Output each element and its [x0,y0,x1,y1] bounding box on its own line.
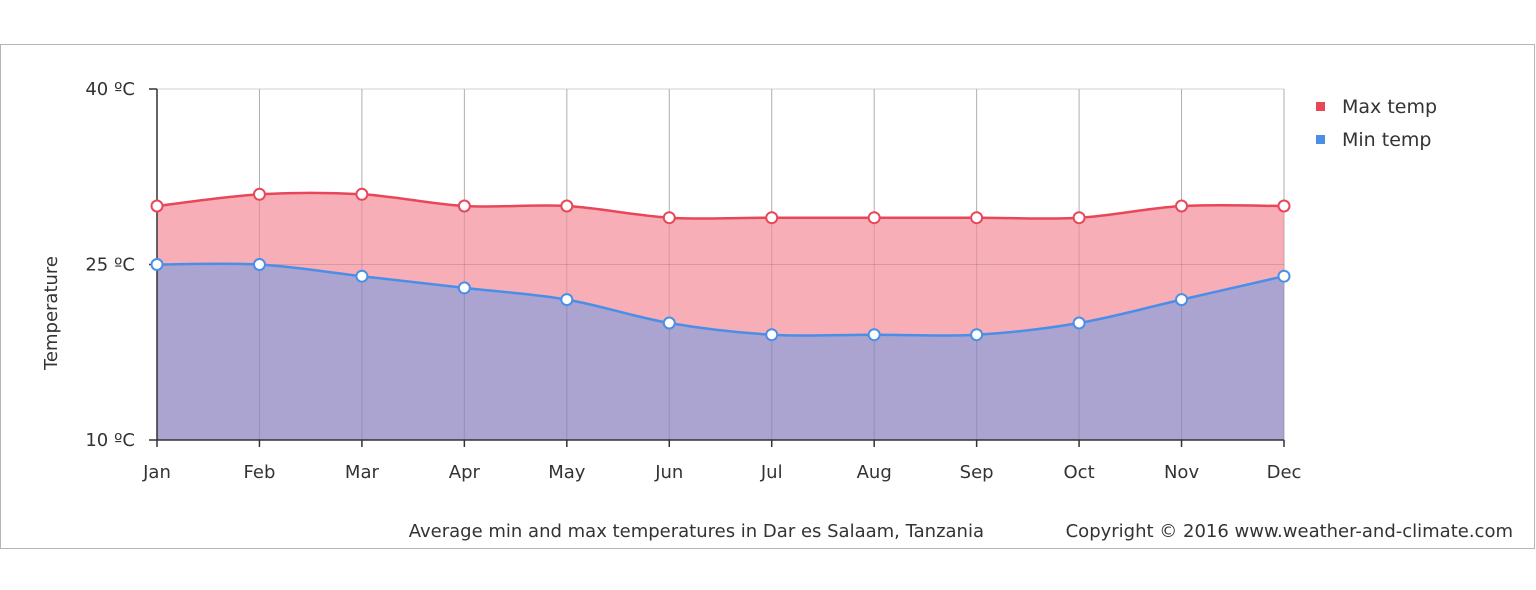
legend: Max temp Min temp [1316,96,1437,151]
x-tick-label: Sep [960,462,994,483]
legend-label-max: Max temp [1342,96,1437,118]
y-tick-label: 25 ºC [85,255,135,276]
data-point-min-temp [765,328,779,342]
copyright-notice: Copyright © 2016 www.weather-and-climate… [1066,521,1513,542]
y-tick-label: 10 ºC [85,430,135,451]
data-point-max-temp [1175,199,1189,213]
data-point-min-temp [457,281,471,295]
data-point-min-temp [355,269,369,283]
point-layer [150,187,1291,342]
x-tick-label: Nov [1164,462,1199,483]
data-point-max-temp [560,199,574,213]
x-tick-label: Aug [857,462,892,483]
x-tick-label: Jan [142,462,171,483]
data-point-max-temp [1072,211,1086,225]
data-point-min-temp [1175,293,1189,307]
data-point-max-temp [1277,199,1291,213]
data-point-max-temp [867,211,881,225]
data-point-min-temp [252,258,266,271]
chart-frame: 40 ºC 25 ºC 10 ºC Jan Feb Mar Apr May Jun Jul Aug S… [0,44,1535,549]
label-layer: 40 ºC 25 ºC 10 ºC Jan Feb Mar Apr May Jun Jul Aug S… [85,79,1301,483]
data-point-max-temp [457,199,471,213]
x-tick-label: Jul [760,462,783,483]
line-min-temp [156,262,1285,337]
data-point-min-temp [1277,269,1291,283]
data-point-max-temp [662,211,676,225]
legend-swatch-max [1316,102,1325,111]
line-max-temp [156,191,1285,220]
data-point-min-temp [1072,316,1086,330]
temperature-chart: 40 ºC 25 ºC 10 ºC Jan Feb Mar Apr May Jun Jul Aug S… [41,79,1513,542]
data-point-max-temp [765,211,779,225]
chart-caption: Average min and max temperatures in Dar … [409,521,984,542]
legend-swatch-min [1316,135,1325,144]
data-point-max-temp [150,199,164,213]
x-tick-label: May [548,462,586,483]
data-point-max-temp [970,211,984,225]
data-point-min-temp [150,258,164,271]
y-axis-title: Temperature [41,256,62,371]
data-point-max-temp [252,187,266,201]
line-layer [156,191,1285,337]
data-point-max-temp [355,187,369,201]
data-point-min-temp [560,293,574,307]
x-tick-label: Oct [1064,462,1095,483]
y-tick-label: 40 ºC [85,79,135,100]
data-point-min-temp [970,328,984,342]
area-layer [157,89,1285,440]
x-tick-label: Mar [345,462,380,483]
area-min-temp [157,263,1284,440]
data-point-min-temp [867,328,881,342]
legend-label-min: Min temp [1342,129,1431,151]
x-tick-label: Dec [1267,462,1302,483]
x-tick-label: Jun [654,462,683,483]
data-point-min-temp [662,316,676,330]
x-tick-label: Feb [244,462,276,483]
x-tick-label: Apr [449,462,481,483]
